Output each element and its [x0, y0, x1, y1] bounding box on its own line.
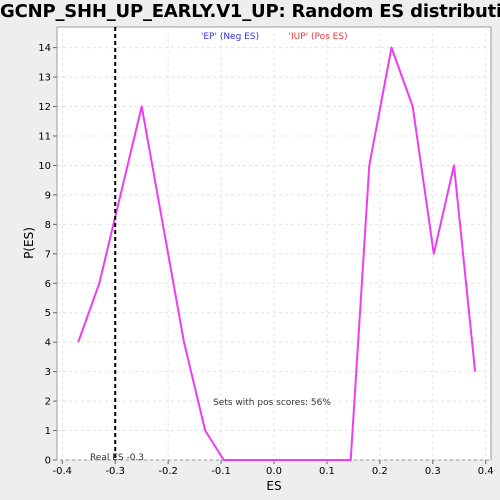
- x-tick-label: 0.0: [266, 466, 282, 477]
- legend-pos-es: 'IUP' (Pos ES): [288, 32, 347, 42]
- y-tick-label: 12: [38, 102, 51, 113]
- real-es-label: Real ES -0.3: [90, 453, 144, 463]
- x-tick-label: 0.2: [372, 466, 388, 477]
- x-tick-label: 0.1: [319, 466, 335, 477]
- x-tick-label: -0.1: [211, 466, 231, 477]
- x-tick-label: 0.4: [478, 466, 494, 477]
- y-axis-title: P(ES): [22, 227, 36, 259]
- pos-scores-annotation: Sets with pos scores: 56%: [213, 398, 331, 408]
- y-tick-label: 11: [38, 131, 51, 142]
- x-tick-label: 0.3: [425, 466, 441, 477]
- y-tick-label: 3: [45, 367, 51, 378]
- x-tick-label: -0.4: [53, 466, 73, 477]
- x-axis-title: ES: [266, 479, 281, 493]
- y-tick-label: 1: [45, 426, 51, 437]
- y-tick-label: 6: [45, 279, 51, 290]
- y-tick-label: 2: [45, 397, 51, 408]
- y-tick-label: 8: [45, 220, 51, 231]
- chart-title: GCNP_SHH_UP_EARLY.V1_UP: Random ES distr…: [0, 1, 500, 22]
- y-tick-label: 10: [38, 161, 51, 172]
- x-tick-label: -0.3: [105, 466, 125, 477]
- legend-neg-es: 'EP' (Neg ES): [201, 32, 259, 42]
- series-layer: [77, 46, 477, 461]
- y-tick-label: 0: [45, 456, 51, 467]
- es-distribution-line: [77, 46, 477, 461]
- y-tick-label: 14: [38, 43, 51, 54]
- x-axis-ticks: -0.4 -0.3 -0.2 -0.1 0.0 0.1 0.2 0.3 0.4: [53, 460, 494, 477]
- y-tick-label: 9: [45, 190, 51, 201]
- y-tick-label: 5: [45, 308, 51, 319]
- y-tick-label: 7: [45, 249, 51, 260]
- y-tick-label: 4: [45, 338, 51, 349]
- y-tick-label: 13: [38, 73, 51, 84]
- x-tick-label: -0.2: [158, 466, 178, 477]
